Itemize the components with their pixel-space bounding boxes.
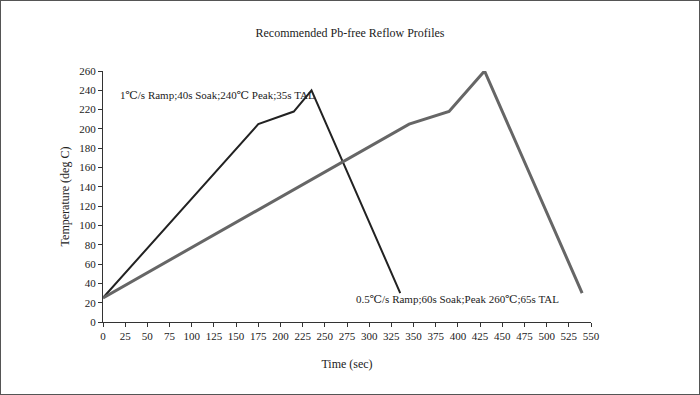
svg-text:260: 260 [79, 65, 96, 77]
svg-text:250: 250 [317, 330, 334, 342]
svg-text:100: 100 [183, 330, 200, 342]
svg-text:180: 180 [79, 142, 96, 154]
svg-text:275: 275 [339, 330, 356, 342]
svg-text:40: 40 [85, 277, 97, 289]
svg-text:450: 450 [494, 330, 511, 342]
svg-text:100: 100 [79, 219, 96, 231]
svg-text:120: 120 [79, 200, 96, 212]
svg-text:60: 60 [85, 258, 97, 270]
svg-text:425: 425 [472, 330, 489, 342]
svg-text:Time (sec): Time (sec) [321, 357, 372, 371]
svg-text:150: 150 [228, 330, 245, 342]
svg-text:Recommended Pb-free Reflow Pro: Recommended Pb-free Reflow Profiles [256, 26, 445, 40]
svg-text:80: 80 [85, 239, 97, 251]
svg-text:225: 225 [294, 330, 311, 342]
svg-text:200: 200 [272, 330, 289, 342]
svg-text:200: 200 [79, 123, 96, 135]
svg-text:300: 300 [361, 330, 378, 342]
svg-text:140: 140 [79, 181, 96, 193]
svg-text:50: 50 [142, 330, 154, 342]
svg-text:125: 125 [206, 330, 223, 342]
svg-text:75: 75 [164, 330, 176, 342]
svg-text:475: 475 [516, 330, 533, 342]
svg-text:0.5℃/s Ramp;60s Soak;Peak 260℃: 0.5℃/s Ramp;60s Soak;Peak 260℃;65s TAL [356, 293, 559, 305]
svg-text:0: 0 [100, 330, 106, 342]
svg-text:25: 25 [120, 330, 131, 342]
svg-text:1℃/s Ramp;40s Soak;240℃ Peak;3: 1℃/s Ramp;40s Soak;240℃ Peak;35s TAL [120, 89, 315, 101]
svg-text:240: 240 [79, 84, 96, 96]
svg-text:400: 400 [450, 330, 467, 342]
svg-text:160: 160 [79, 161, 96, 173]
svg-text:525: 525 [561, 330, 578, 342]
svg-text:375: 375 [427, 330, 444, 342]
svg-text:325: 325 [383, 330, 400, 342]
svg-text:220: 220 [79, 103, 96, 115]
svg-text:Temperature (deg C): Temperature (deg C) [58, 147, 72, 247]
svg-text:350: 350 [405, 330, 422, 342]
svg-text:550: 550 [583, 330, 600, 342]
svg-text:175: 175 [250, 330, 267, 342]
svg-text:20: 20 [85, 297, 97, 309]
svg-text:0: 0 [90, 316, 96, 328]
svg-text:500: 500 [538, 330, 555, 342]
